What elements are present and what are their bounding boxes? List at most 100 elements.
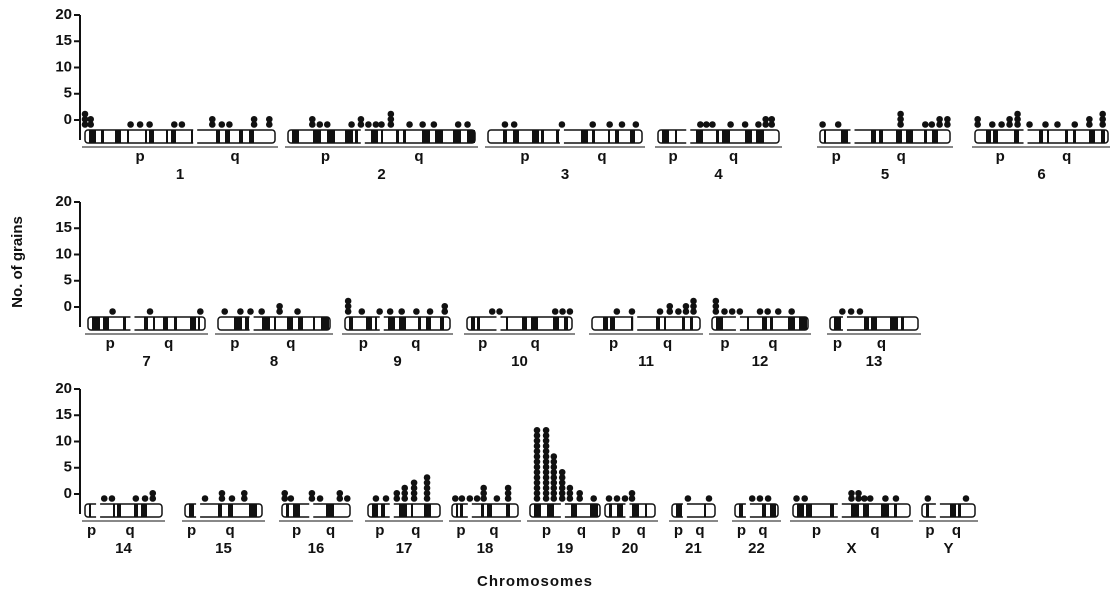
grain-stack [819,121,826,128]
grain-stack [197,308,204,315]
band [926,504,929,517]
band [113,504,115,517]
band [1065,130,1068,143]
grain [614,495,621,502]
grain-stack [606,495,613,502]
grain-stack [590,495,597,502]
grain [348,121,355,128]
grain [383,495,390,502]
grain [1006,116,1013,123]
band [381,504,385,517]
grain [742,121,749,128]
arm-label: q [758,522,767,539]
grain-stack [690,298,697,315]
grain [149,490,156,497]
y-tick-label: 10 [55,432,72,449]
band [864,317,869,330]
grain [567,485,574,492]
grain-stack [344,495,351,502]
grain-stack [619,121,626,128]
grain-stack [614,495,621,502]
band [950,504,956,517]
band [326,504,334,517]
band [411,504,413,517]
band [456,504,458,517]
band [894,504,897,517]
band [799,317,807,330]
grain-stack [324,121,331,128]
band [690,317,693,330]
grain [589,121,596,128]
grain-stack [737,308,744,315]
grain-stack [142,495,149,502]
chromosome-label: 6 [1037,166,1045,183]
band [871,130,876,143]
band [1073,130,1076,143]
grain [835,121,842,128]
grain [316,121,323,128]
grain-stack [281,490,288,502]
grain [376,308,383,315]
band [422,130,430,143]
grain [867,495,874,502]
grain [963,495,970,502]
grain [543,427,550,434]
grain [459,495,466,502]
grain-stack [857,308,864,315]
grain-stack [316,121,323,128]
grain [489,308,496,315]
grain-stack [258,308,265,315]
band [190,317,196,330]
grain [727,121,734,128]
centromere [851,129,855,144]
centromere [468,503,472,518]
grain [496,308,503,315]
grain-stack [464,121,471,128]
grain [944,116,951,123]
band [117,504,121,517]
band [662,130,669,143]
chromosome-label: 21 [685,540,702,557]
grain [775,308,782,315]
grain [109,308,116,315]
band [696,130,703,143]
grain-stack [629,490,636,502]
grain [706,495,713,502]
grain [431,121,438,128]
arm-label: p [674,522,683,539]
band [716,317,723,330]
band [418,317,421,330]
grain-stack [697,121,704,128]
grain-stack [675,308,682,315]
grain-stack [431,121,438,128]
grain [922,121,929,128]
grain-stack [867,495,874,502]
grain [606,495,613,502]
grain-stack [474,495,481,502]
grain [757,495,764,502]
grain [622,495,629,502]
grain [765,495,772,502]
band [522,317,527,330]
band [313,130,321,143]
grain [848,490,855,497]
grain [337,490,344,497]
grain [657,308,664,315]
grain [394,490,401,497]
band [608,130,610,143]
band [349,317,353,330]
band [739,504,743,517]
grain-stack [247,308,254,315]
grain-stack [629,308,636,315]
band [1014,130,1019,143]
chromosome [85,130,275,143]
y-tick-label: 5 [64,459,72,476]
y-tick-label: 15 [55,219,72,236]
grain-stack [755,121,762,128]
chromosome [820,130,950,143]
arm-label: q [897,148,906,165]
grain-stack [398,308,405,315]
grain [317,495,324,502]
grain-stack [835,121,842,128]
band [830,504,834,517]
